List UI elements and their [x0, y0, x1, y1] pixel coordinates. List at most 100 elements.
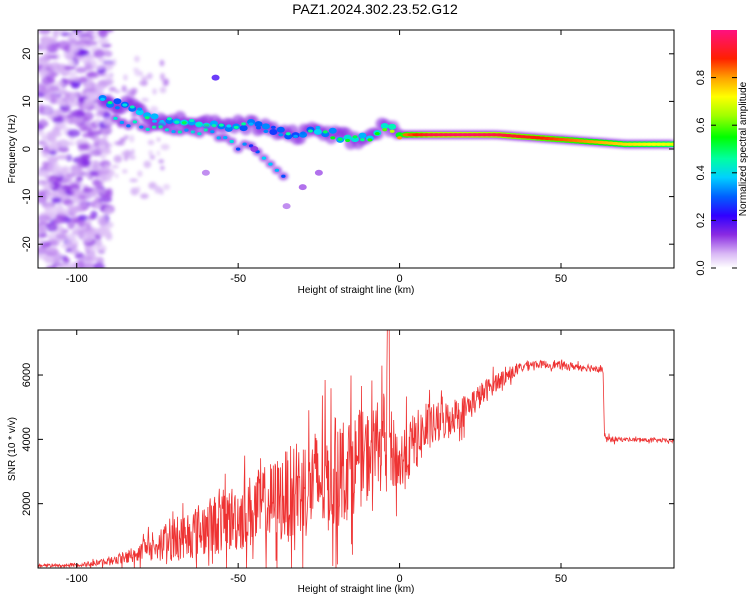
- heatmap-cell: [114, 106, 120, 110]
- heatmap-cell: [158, 159, 164, 164]
- figure-title: PAZ1.2024.302.23.52.G12: [292, 1, 458, 17]
- heatmap-cell: [80, 49, 87, 56]
- heatmap-cell: [65, 247, 72, 253]
- heatmap-cell: [38, 123, 45, 132]
- heatmap-cell: [293, 134, 299, 138]
- heatmap-cell: [137, 107, 143, 111]
- heatmap-cell: [67, 32, 82, 39]
- heatmap-cell: [43, 95, 52, 101]
- heatmap-cell: [135, 109, 144, 116]
- heatmap-cell: [218, 123, 224, 127]
- heatmap-cell: [55, 80, 65, 88]
- heatmap-cell: [120, 150, 129, 157]
- heatmap-cell: [278, 133, 284, 137]
- heatmap-cell: [125, 89, 131, 96]
- heatmap-cell: [101, 127, 107, 135]
- heatmap-cell: [97, 38, 110, 43]
- heatmap-cell: [81, 254, 92, 262]
- heatmap-cell: [84, 64, 95, 71]
- colorbar-tick-label: 0.6: [695, 118, 707, 133]
- heatmap-cell: [315, 125, 321, 130]
- heatmap-cell: [132, 67, 139, 72]
- heatmap-cell: [56, 208, 70, 216]
- heatmap-cell: [374, 131, 380, 136]
- heatmap-cell: [52, 30, 60, 39]
- heatmap-cell: [224, 125, 233, 132]
- heatmap-cell: [48, 84, 59, 93]
- heatmap-cell: [352, 135, 358, 139]
- heatmap-cell: [65, 239, 79, 246]
- heatmap-cell: [102, 133, 108, 141]
- heatmap-cell: [388, 123, 397, 130]
- heatmap-cell: [216, 136, 221, 140]
- heatmap-cell: [38, 179, 43, 186]
- heatmap-cell: [92, 178, 102, 187]
- heatmap-cell: [106, 187, 113, 195]
- heatmap-cell: [103, 119, 110, 127]
- heatmap-cell: [55, 233, 68, 240]
- heatmap-cell: [152, 88, 157, 95]
- heatmap-cell: [189, 118, 195, 123]
- heatmap-cell: [345, 138, 351, 143]
- heatmap-cell: [82, 111, 94, 121]
- heatmap-cell: [71, 109, 86, 118]
- heatmap-cell: [140, 75, 149, 81]
- y-tick-label: 2000: [21, 491, 33, 515]
- heatmap-cell: [123, 74, 128, 81]
- heatmap-cell: [164, 128, 170, 132]
- heatmap-cell: [269, 129, 278, 136]
- heatmap-cell: [274, 168, 280, 172]
- heatmap-cell: [107, 101, 113, 105]
- heatmap-cell: [367, 138, 373, 142]
- heatmap-cell: [41, 134, 49, 141]
- heatmap-cell: [190, 130, 196, 134]
- heatmap-cell: [147, 139, 155, 146]
- heatmap-cell: [105, 141, 109, 150]
- heatmap-cell: [79, 122, 87, 132]
- snr-panel: -100 -50 0 50 2000 4000 6000 Height of straig…: [7, 329, 675, 595]
- heatmap-cell: [150, 113, 159, 120]
- heatmap-cell: [119, 120, 125, 125]
- heatmap-cell: [93, 262, 105, 268]
- heatmap-cell: [129, 105, 135, 109]
- heatmap-cell: [97, 56, 106, 63]
- heatmap-cell: [57, 88, 68, 96]
- heatmap-cell: [196, 122, 202, 126]
- heatmap-cell: [668, 142, 674, 146]
- heatmap-cell: [57, 188, 67, 194]
- heatmap-cell: [66, 173, 76, 179]
- snr-x-ticks: -100 -50 0 50: [66, 330, 567, 585]
- x-tick-label: -100: [66, 273, 88, 285]
- heatmap-cell: [40, 88, 51, 95]
- heatmap-cell: [156, 137, 161, 142]
- colorbar-tick-label: 0.4: [695, 165, 707, 180]
- heatmap-cell: [85, 40, 98, 46]
- heatmap-cell: [92, 188, 106, 194]
- heatmap-cell: [46, 163, 54, 174]
- x-tick-label: 50: [555, 573, 567, 585]
- heatmap-secondary-branch: [110, 74, 323, 210]
- heatmap-cell: [63, 70, 78, 77]
- heatmap-cell: [48, 70, 57, 79]
- heatmap-cell: [96, 256, 105, 265]
- snr-y-ticks: 2000 4000 6000: [21, 363, 674, 516]
- heatmap-cell: [44, 205, 59, 216]
- heatmap-cell: [132, 87, 138, 93]
- heatmap-cell: [91, 65, 105, 70]
- heatmap-cell: [129, 134, 135, 143]
- heatmap-cell: [87, 215, 96, 220]
- heatmap-cell: [203, 128, 209, 132]
- heatmap-cell: [55, 263, 64, 268]
- heatmap-cell: [254, 121, 263, 128]
- heatmap-cell: [282, 203, 291, 210]
- heatmap-cell: [171, 129, 176, 134]
- heatmap-cell: [108, 86, 117, 92]
- heatmap-cell: [141, 79, 148, 87]
- heatmap-cell: [56, 154, 70, 160]
- heatmap-cell: [162, 78, 168, 87]
- heatmap-cell: [154, 187, 162, 194]
- heatmap-cell: [51, 197, 62, 204]
